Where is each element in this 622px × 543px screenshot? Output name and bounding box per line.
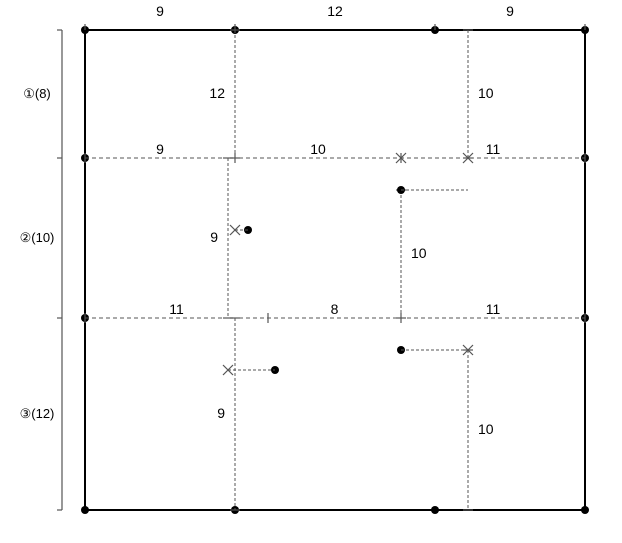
svg-text:①(8): ①(8): [23, 86, 51, 101]
svg-text:②(10): ②(10): [20, 230, 55, 245]
svg-text:9: 9: [156, 141, 164, 157]
dimension-diagram: 9 12 9 9 10 11 11 8 11 12 10 9 10 9 10 ①(8) ②(10) ③(12): [0, 0, 622, 543]
svg-text:9: 9: [210, 229, 218, 245]
svg-text:9: 9: [217, 405, 225, 421]
svg-text:11: 11: [486, 301, 501, 317]
svg-text:10: 10: [478, 421, 494, 437]
svg-text:9: 9: [506, 3, 514, 19]
svg-text:12: 12: [209, 85, 225, 101]
svg-text:9: 9: [156, 3, 164, 19]
svg-text:11: 11: [169, 301, 184, 317]
svg-text:11: 11: [486, 141, 501, 157]
svg-text:10: 10: [478, 85, 494, 101]
svg-text:12: 12: [327, 3, 343, 19]
svg-text:10: 10: [411, 245, 427, 261]
svg-text:8: 8: [331, 301, 339, 317]
svg-text:10: 10: [310, 141, 326, 157]
svg-text:③(12): ③(12): [20, 406, 55, 421]
